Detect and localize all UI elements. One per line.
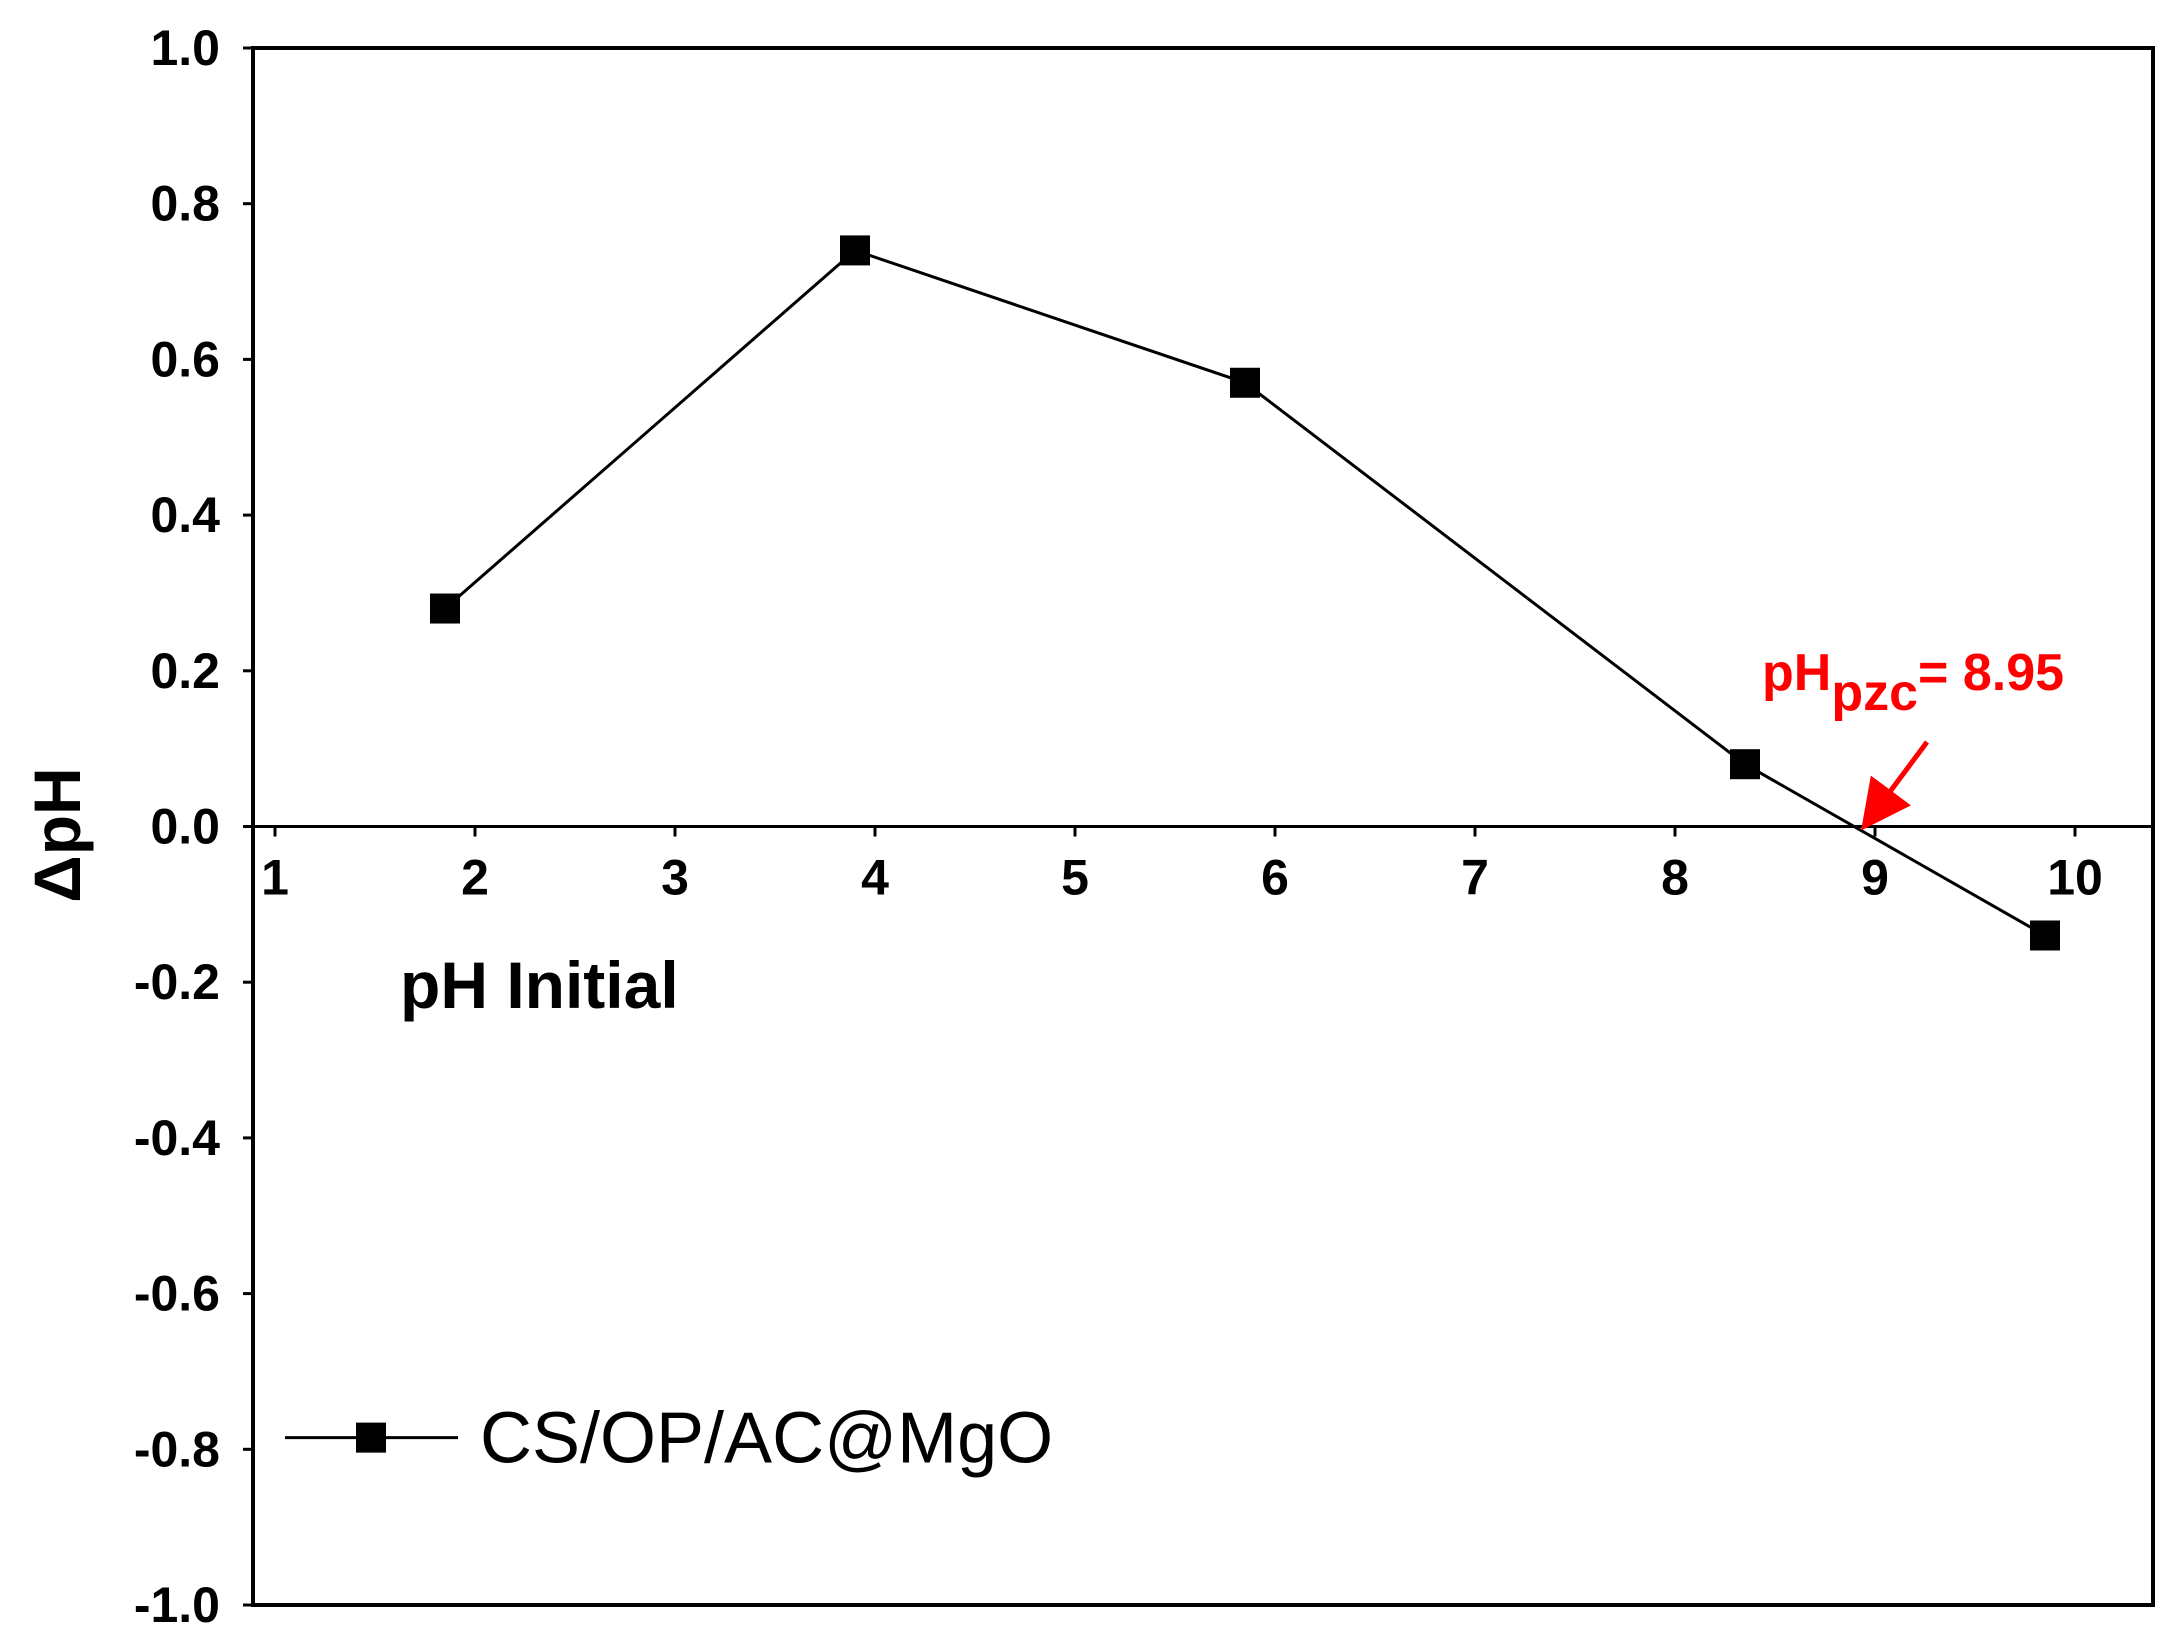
y-axis-label: ΔpH xyxy=(20,767,94,902)
pzc-annotation-main: pH xyxy=(1762,644,1831,702)
series-line xyxy=(444,248,2046,937)
x-tick-label: 8 xyxy=(1661,850,1689,906)
x-tick-label: 5 xyxy=(1061,850,1089,906)
x-tick-label: 2 xyxy=(461,850,489,906)
x-tick-label: 6 xyxy=(1261,850,1289,906)
data-point xyxy=(840,235,870,266)
y-tick-label: -0.2 xyxy=(134,954,220,1010)
legend-label: CS/OP/AC@MgO xyxy=(480,1399,1053,1479)
y-tick-label: -0.4 xyxy=(134,1110,220,1166)
x-tick-label: 7 xyxy=(1461,850,1489,906)
y-tick-label: -0.6 xyxy=(134,1266,220,1322)
x-tick-label: 4 xyxy=(861,850,889,906)
y-tick-label: 0.4 xyxy=(150,487,220,543)
pzc-annotation-sub: pzc xyxy=(1831,664,1918,722)
pzc-arrow xyxy=(1861,740,1930,831)
y-tick-label: 0.0 xyxy=(150,799,220,855)
x-tick-label: 9 xyxy=(1861,850,1889,906)
x-tick-label: 3 xyxy=(661,850,689,906)
x-axis-label: pH Initial xyxy=(400,948,679,1022)
legend-marker xyxy=(356,1422,386,1453)
y-tick-label: 0.6 xyxy=(150,331,220,387)
pzc-annotation-tail: = 8.95 xyxy=(1918,644,2064,702)
y-tick-label: -1.0 xyxy=(134,1577,220,1633)
y-tick-label: 0.8 xyxy=(150,176,220,232)
data-point xyxy=(1730,749,1760,780)
data-point xyxy=(1230,367,1260,398)
data-point xyxy=(2030,920,2060,951)
x-tick-label: 10 xyxy=(2047,850,2103,906)
y-tick-label: 1.0 xyxy=(150,20,220,76)
y-tick-label: -0.8 xyxy=(134,1421,220,1477)
x-tick-label: 1 xyxy=(261,850,289,906)
data-point xyxy=(430,593,460,624)
y-tick-label: 0.2 xyxy=(150,643,220,699)
pzc-annotation: pHpzc= 8.95 xyxy=(1762,644,2064,722)
